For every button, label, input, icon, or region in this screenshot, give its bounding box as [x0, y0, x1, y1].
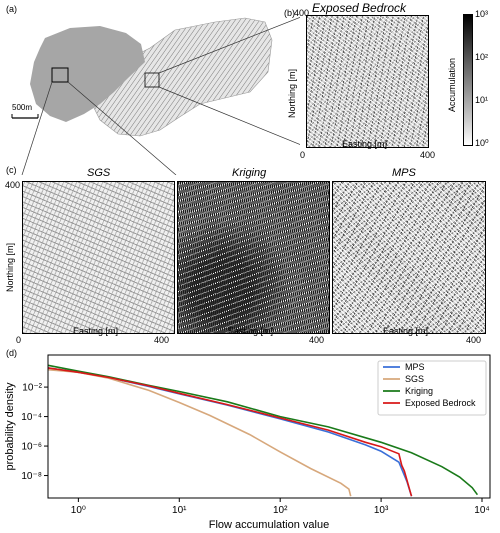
panel-a-label: (a): [6, 4, 17, 14]
panel-mps-xtick-end: 400: [466, 335, 482, 345]
panel-mps-image: [332, 181, 486, 334]
x-tick-label: 10¹: [172, 505, 187, 516]
chart-ylabel: probability density: [4, 382, 16, 471]
legend-entry: SGS: [405, 374, 424, 384]
chart-legend: MPS SGS Kriging Exposed Bedrock: [377, 360, 487, 416]
panel-b-xtick-0: 0: [300, 150, 306, 160]
panel-b-label: (b): [284, 8, 295, 18]
x-tick-label: 10²: [273, 505, 288, 516]
panel-kriging-xtick-end: 400: [309, 335, 325, 345]
legend-box: [377, 360, 487, 416]
series-line-exposed-bedrock: [47, 367, 413, 497]
panel-sgs-image: [22, 181, 175, 334]
panel-sgs-xtick-end: 400: [154, 335, 170, 345]
flow-accumulation-chart: 10⁰ 10¹ 10² 10³ 10⁴ 10⁻² 10⁻⁴ 10⁻⁶ 10⁻⁸ MPS SGS Kr…: [4, 354, 491, 531]
panel-b-title: Exposed Bedrock: [312, 1, 407, 15]
colorbar-tick-2: 10²: [475, 52, 489, 62]
x-tick-label: 10⁴: [474, 505, 489, 516]
chart-xlabel: Flow accumulation value: [209, 519, 329, 531]
panel-kriging-xlabel: Easting [m]: [228, 326, 274, 336]
panel-c-ylabel: Northing [m]: [5, 242, 15, 292]
colorbar: [463, 14, 473, 146]
colorbar-label: Accumulation: [447, 57, 457, 112]
y-tick-label: 10⁻⁴: [21, 412, 42, 423]
legend-entry: Kriging: [405, 386, 433, 396]
panel-kriging-image: [177, 181, 330, 334]
panel-c-ytick-top: 400: [5, 180, 21, 190]
overview-map: [11, 16, 300, 175]
panel-mps-title: MPS: [392, 167, 416, 179]
panel-b-xtick-end: 400: [420, 150, 436, 160]
scalebar-label: 500m: [12, 103, 33, 112]
panel-sgs-title: SGS: [87, 167, 111, 179]
panel-b-ytick-top: 400: [294, 8, 310, 18]
panel-b-ylabel: Northing [m]: [287, 68, 297, 118]
panel-kriging-title: Kriging: [232, 167, 267, 179]
y-tick-label: 10⁻²: [22, 383, 42, 394]
x-tick-label: 10³: [374, 505, 389, 516]
series-line-sgs: [47, 368, 352, 497]
panel-mps-xlabel: Easting [m]: [383, 326, 429, 336]
legend-entry: MPS: [405, 362, 425, 372]
colorbar-tick-0: 10⁰: [475, 138, 489, 148]
panel-b-xlabel: Easting [m]: [342, 139, 388, 149]
x-tick-label: 10⁰: [71, 505, 86, 516]
y-tick-label: 10⁻⁶: [21, 442, 42, 453]
panel-sgs-xlabel: Easting [m]: [73, 326, 119, 336]
map-inset-box-c: [51, 67, 69, 83]
panel-d-label: (d): [6, 348, 17, 358]
series-line-mps: [47, 367, 413, 497]
colorbar-tick-3: 10³: [475, 9, 489, 19]
y-tick-label: 10⁻⁸: [21, 471, 42, 482]
panel-b-image: [306, 15, 429, 148]
panel-c-label: (c): [6, 165, 17, 175]
map-covered-region: [30, 26, 145, 122]
colorbar-tick-1: 10¹: [475, 95, 489, 105]
map-inset-box-b: [144, 72, 160, 88]
panel-sgs-xtick-0: 0: [16, 335, 22, 345]
legend-entry: Exposed Bedrock: [405, 398, 476, 408]
